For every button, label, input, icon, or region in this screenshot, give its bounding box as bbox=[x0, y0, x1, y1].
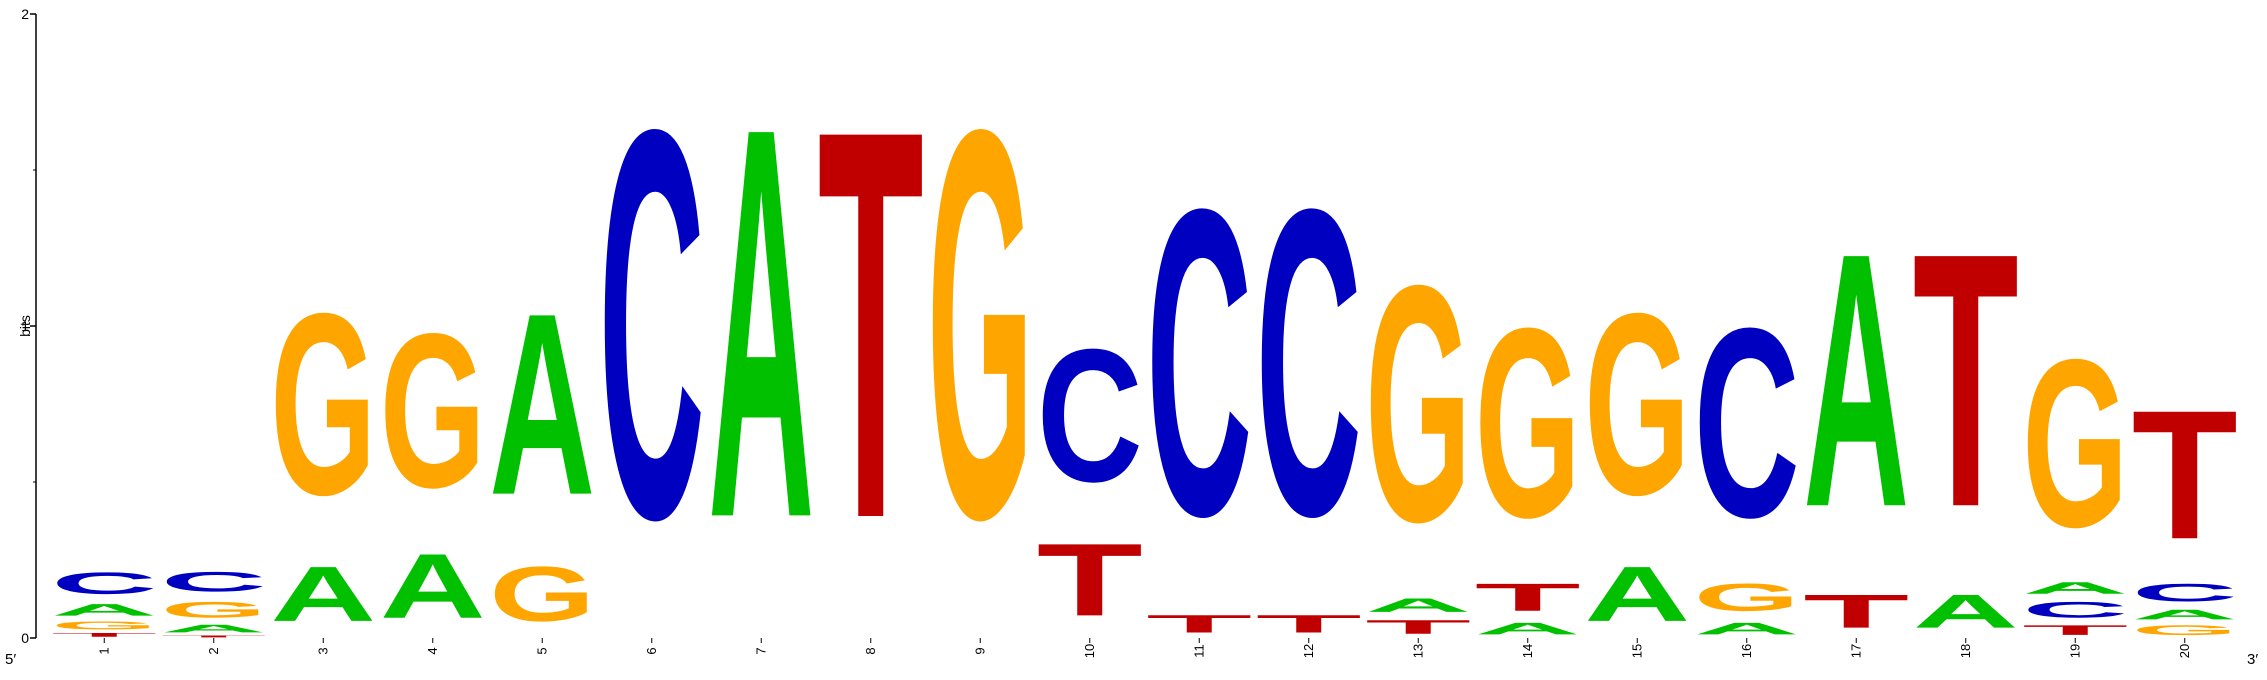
y-axis-label: bits bbox=[17, 315, 33, 337]
x-tick-label-8: 8 bbox=[863, 647, 878, 654]
x-tick-label-10: 10 bbox=[1082, 644, 1097, 658]
letter-stack-18: AT bbox=[1913, 179, 2019, 638]
letter-T-pos-11: T bbox=[1146, 610, 1252, 638]
x-tick-label-7: 7 bbox=[753, 647, 768, 654]
x-tick-label-2: 2 bbox=[206, 647, 221, 654]
letter-G-pos-3: G bbox=[270, 260, 376, 549]
x-tick-label-3: 3 bbox=[315, 647, 330, 654]
letter-C-pos-10: C bbox=[1037, 310, 1143, 521]
letter-T-pos-10: T bbox=[1037, 523, 1143, 638]
letter-stack-5: GA bbox=[489, 259, 595, 638]
letter-G-pos-4: G bbox=[380, 287, 486, 533]
letter-G-pos-16: G bbox=[1694, 576, 1800, 620]
letter-A-pos-16: A bbox=[1694, 619, 1800, 638]
x-tick-label-19: 19 bbox=[2067, 644, 2082, 658]
letter-stack-17: TA bbox=[1803, 178, 1909, 638]
letter-A-pos-19: A bbox=[2022, 579, 2128, 598]
x-tick-label-1: 1 bbox=[96, 647, 111, 654]
letter-G-pos-15: G bbox=[1584, 260, 1690, 549]
x-tick-label-5: 5 bbox=[534, 647, 549, 654]
x-start-label: 5′ bbox=[5, 651, 16, 668]
x-tick-label-11: 11 bbox=[1191, 644, 1206, 658]
letter-stack-13: TAG bbox=[1365, 216, 1471, 638]
letter-G-pos-13: G bbox=[1365, 216, 1471, 592]
letter-A-pos-3: A bbox=[270, 550, 376, 637]
axes: 2 1 0 bits 5′ 3′ bbox=[5, 6, 2258, 668]
y-tick-label-0: 0 bbox=[21, 630, 29, 646]
y-tick-label-2: 2 bbox=[21, 6, 29, 22]
letter-C-pos-16: C bbox=[1694, 273, 1800, 575]
letter-stack-6: C bbox=[599, 14, 705, 633]
letter-stack-14: ATG bbox=[1475, 272, 1581, 638]
letter-C-pos-6: C bbox=[599, 14, 705, 633]
letter-A-pos-5: A bbox=[489, 259, 595, 549]
letter-T-pos-1: T bbox=[51, 632, 157, 638]
letter-stack-7: A bbox=[708, 12, 814, 634]
x-end-label: 3′ bbox=[2247, 651, 2258, 668]
letter-T-pos-2: T bbox=[161, 635, 267, 638]
letter-A-pos-4: A bbox=[380, 534, 486, 637]
letter-G-pos-14: G bbox=[1475, 272, 1581, 574]
letter-stack-4: AG bbox=[380, 287, 486, 637]
letter-G-pos-9: G bbox=[927, 15, 1033, 634]
x-tick-label-18: 18 bbox=[1958, 644, 1973, 658]
x-tick-label-9: 9 bbox=[972, 647, 987, 654]
letter-C-pos-19: C bbox=[2022, 598, 2128, 623]
letter-stack-9: G bbox=[927, 15, 1033, 634]
letter-C-pos-1: C bbox=[51, 566, 157, 600]
letter-T-pos-19: T bbox=[2022, 622, 2128, 638]
letter-G-pos-2: G bbox=[161, 597, 267, 622]
x-tick-label-6: 6 bbox=[644, 647, 659, 654]
x-tick-label-4: 4 bbox=[425, 647, 440, 654]
x-tick-label-15: 15 bbox=[1629, 644, 1644, 658]
letter-T-pos-12: T bbox=[1256, 610, 1362, 638]
letter-A-pos-18: A bbox=[1913, 585, 2019, 638]
letter-T-pos-20: T bbox=[2132, 372, 2238, 578]
x-tick-label-12: 12 bbox=[1301, 644, 1316, 658]
letter-stack-3: AG bbox=[270, 260, 376, 638]
letter-G-pos-20: G bbox=[2132, 622, 2238, 638]
letter-A-pos-20: A bbox=[2132, 607, 2238, 622]
letter-T-pos-18: T bbox=[1913, 179, 2019, 583]
letter-C-pos-11: C bbox=[1146, 120, 1252, 608]
letter-A-pos-13: A bbox=[1365, 594, 1471, 616]
letter-C-pos-20: C bbox=[2132, 579, 2238, 607]
letter-T-pos-17: T bbox=[1803, 585, 1909, 638]
letter-C-pos-12: C bbox=[1256, 120, 1362, 608]
letter-A-pos-14: A bbox=[1475, 619, 1581, 638]
letter-stack-16: AGC bbox=[1694, 273, 1800, 638]
x-tick-label-20: 20 bbox=[2177, 644, 2192, 658]
letter-A-pos-2: A bbox=[161, 622, 267, 634]
letter-A-pos-1: A bbox=[51, 601, 157, 620]
x-tick-label-17: 17 bbox=[1848, 644, 1863, 658]
letter-A-pos-17: A bbox=[1803, 178, 1909, 583]
letter-T-pos-13: T bbox=[1365, 616, 1471, 638]
letter-A-pos-15: A bbox=[1584, 550, 1690, 637]
x-tick-label-16: 16 bbox=[1739, 644, 1754, 658]
letter-G-pos-1: G bbox=[51, 619, 157, 631]
letter-stack-8: T bbox=[818, 15, 924, 634]
letter-stack-11: TC bbox=[1146, 120, 1252, 638]
letter-C-pos-2: C bbox=[161, 566, 267, 597]
letter-T-pos-8: T bbox=[818, 15, 924, 634]
letter-stack-10: TC bbox=[1037, 310, 1143, 638]
letter-stack-12: TC bbox=[1256, 120, 1362, 638]
x-tick-label-14: 14 bbox=[1520, 644, 1535, 658]
letter-A-pos-7: A bbox=[708, 12, 814, 634]
x-tick-label-13: 13 bbox=[1410, 644, 1425, 658]
x-tick-labels: 1 2 3 4 5 6 7 8 9 10 11 12 13 14 15 16 17 18 19 20 bbox=[96, 638, 2192, 658]
letter-T-pos-14: T bbox=[1475, 575, 1581, 619]
letter-G-pos-19: G bbox=[2022, 311, 2128, 578]
letter-stack-15: AG bbox=[1584, 260, 1690, 638]
y-tick-label-1: 1 bbox=[21, 318, 29, 334]
letter-G-pos-5: G bbox=[489, 551, 595, 638]
